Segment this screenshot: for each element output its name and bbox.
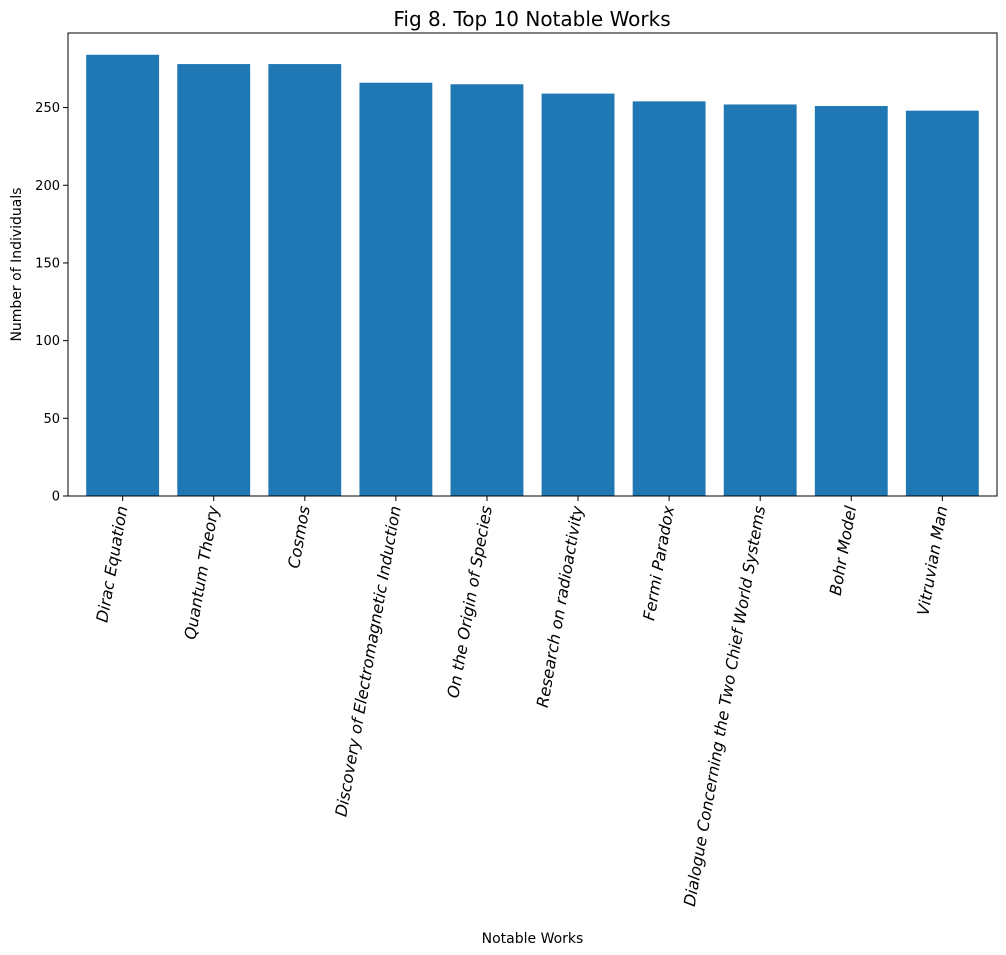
x-axis-label: Notable Works bbox=[482, 931, 584, 947]
x-axis-ticks: Dirac Equation Quantum Theory Cosmos Discov… bbox=[92, 496, 951, 908]
y-tick-label: 250 bbox=[35, 101, 60, 116]
y-tick-label: 50 bbox=[43, 412, 60, 427]
bar bbox=[268, 64, 342, 496]
x-tick-label: Vitruvian Man bbox=[913, 504, 951, 617]
y-axis-label: Number of Individuals bbox=[9, 187, 25, 341]
y-axis-ticks: 0 50 100 150 200 250 bbox=[35, 101, 68, 505]
plot-area-frame bbox=[67, 32, 998, 497]
y-tick-label: 150 bbox=[35, 256, 60, 271]
bar bbox=[905, 110, 979, 496]
chart-title: Fig 8. Top 10 Notable Works bbox=[393, 7, 670, 31]
bar bbox=[359, 82, 433, 496]
bar bbox=[541, 93, 615, 496]
x-tick-label: Dirac Equation bbox=[92, 504, 131, 623]
x-tick-label: Dialogue Concerning the Two Chief World … bbox=[680, 504, 769, 907]
y-tick-label: 0 bbox=[52, 490, 60, 505]
x-tick-label: Cosmos bbox=[284, 504, 314, 569]
bar bbox=[86, 54, 160, 496]
y-tick-label: 200 bbox=[35, 179, 60, 194]
x-tick-label: On the Origin of Species bbox=[443, 504, 496, 699]
y-tick-label: 100 bbox=[35, 334, 60, 349]
bar bbox=[177, 64, 251, 496]
x-tick-label: Bohr Model bbox=[826, 504, 861, 597]
bar bbox=[632, 101, 706, 496]
x-tick-label: Discovery of Electromagnetic Induction bbox=[331, 504, 404, 818]
bar bbox=[814, 106, 888, 496]
bar bbox=[723, 104, 797, 497]
x-tick-label: Fermi Paradox bbox=[639, 504, 678, 622]
x-tick-label: Research on radioactivity bbox=[533, 504, 587, 709]
bars-group bbox=[86, 54, 979, 497]
x-tick-label: Quantum Theory bbox=[180, 504, 222, 641]
bar bbox=[450, 84, 524, 496]
